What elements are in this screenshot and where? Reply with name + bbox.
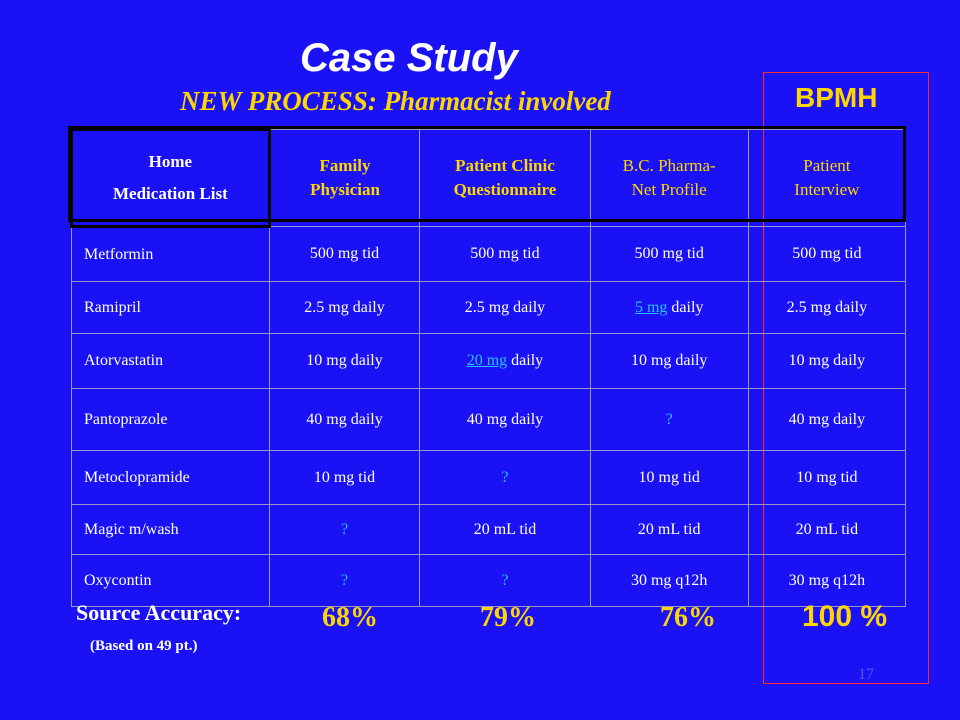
source-accuracy-note: (Based on 49 pt.) (90, 638, 198, 654)
header-home-line1: Home (148, 152, 193, 171)
unknown-dose-marker: ? (665, 410, 673, 428)
table-header-row: Home Medication List Family Physician Pa… (70, 128, 907, 228)
dose-cell: ? (419, 554, 591, 607)
header-patient-interview-label: Patient Interview (794, 156, 860, 199)
dose-frequency: daily (667, 298, 704, 316)
accuracy-clinic-questionnaire: 79% (480, 602, 536, 633)
table-row: Metformin 500 mg tid 500 mg tid 500 mg tid 5… (71, 226, 907, 282)
drug-name-cell: Metoclopramide (71, 450, 270, 505)
header-patient-clinic-questionnaire: Patient Clinic Questionnaire (419, 129, 591, 227)
dose-cell: 500 mg tid (419, 226, 591, 282)
page-number: 17 (858, 666, 874, 683)
table-row: Metoclopramide 10 mg tid? 10 mg tid 10 mg t… (71, 450, 907, 505)
table-row: Ramipril 2.5 mg daily 2.5 mg daily 5 mg dai… (71, 281, 907, 334)
dose-cell: ? (419, 450, 591, 505)
unknown-dose-marker: ? (340, 520, 349, 538)
table-row: Pantoprazole 40 mg daily 40 mg daily? 40 mg… (71, 388, 907, 451)
dose-cell: 40 mg daily (419, 388, 591, 451)
dose-cell: 500 mg tid (747, 226, 907, 282)
header-family-physician: Family Physician (268, 129, 421, 227)
drug-name-cell: Metformin (71, 226, 270, 282)
header-pharmanet-profile: B.C. Pharma-Net Profile (589, 129, 749, 227)
dose-cell: 5 mg daily (589, 281, 749, 334)
dose-cell: 30 mg q12h (589, 554, 749, 607)
dose-cell: 500 mg tid (268, 226, 421, 282)
dose-cell: 30 mg q12h (747, 554, 907, 607)
unknown-dose-marker: ? (501, 571, 509, 589)
page-title: Case Study (300, 36, 518, 80)
accuracy-pharmanet: 76% (660, 602, 716, 633)
source-accuracy-label: Source Accuracy: (76, 600, 242, 625)
discrepancy-dose: 20 mg (466, 352, 508, 369)
dose-cell: 20 mL tid (589, 504, 749, 555)
header-pharmanet-label: B.C. Pharma-Net Profile (622, 156, 716, 199)
unknown-dose-marker: ? (501, 468, 509, 486)
drug-name-cell: Ramipril (71, 281, 270, 334)
dose-cell: 20 mL tid (747, 504, 907, 555)
discrepancy-dose: 5 mg (634, 298, 668, 316)
drug-name-cell: Atorvastatin (71, 333, 270, 389)
dose-cell: 10 mg tid (589, 450, 749, 505)
dose-cell: 20 mg daily (419, 333, 591, 389)
dose-cell: ? (268, 504, 421, 555)
dose-cell: 20 mL tid (419, 504, 591, 555)
dose-cell: 10 mg daily (268, 333, 421, 389)
header-questionnaire-label: Patient Clinic Questionnaire (453, 156, 557, 199)
dose-cell: 2.5 mg daily (747, 281, 907, 334)
bpmh-label: BPMH (795, 82, 878, 113)
page-subtitle: NEW PROCESS: Pharmacist involved (180, 86, 611, 116)
unknown-dose-marker: ? (340, 571, 349, 589)
dose-cell: 10 mg tid (268, 450, 421, 505)
header-home-medication-list: Home Medication List (70, 128, 271, 228)
dose-cell: 2.5 mg daily (268, 281, 421, 334)
dose-cell: ? (268, 554, 421, 607)
header-family-physician-label: Family Physician (310, 156, 380, 199)
dose-cell: 10 mg daily (747, 333, 907, 389)
dose-cell: 2.5 mg daily (419, 281, 591, 334)
medication-table: Home Medication List Family Physician Pa… (70, 128, 907, 607)
dose-cell: 10 mg daily (589, 333, 749, 389)
dose-cell: 500 mg tid (589, 226, 749, 282)
table-row: Oxycontin?? 30 mg q12h 30 mg q12h (71, 554, 907, 607)
dose-cell: ? (589, 388, 749, 451)
drug-name-cell: Pantoprazole (71, 388, 270, 451)
dose-cell: 40 mg daily (268, 388, 421, 451)
dose-cell: 40 mg daily (747, 388, 907, 451)
drug-name-cell: Oxycontin (71, 554, 270, 607)
dose-frequency: daily (507, 352, 544, 369)
drug-name-cell: Magic m/wash (71, 504, 270, 555)
header-patient-interview: Patient Interview (747, 129, 907, 227)
header-home-line2: Medication List (113, 184, 228, 203)
table-row: Magic m/wash? 20 mL tid 20 mL tid 20 mL tid (71, 504, 907, 555)
table-row: Atorvastatin 10 mg daily 20 mg daily 10 mg … (71, 333, 907, 389)
accuracy-family-physician: 68% (322, 602, 378, 633)
accuracy-patient-interview: 100 % (802, 600, 888, 633)
dose-cell: 10 mg tid (747, 450, 907, 505)
